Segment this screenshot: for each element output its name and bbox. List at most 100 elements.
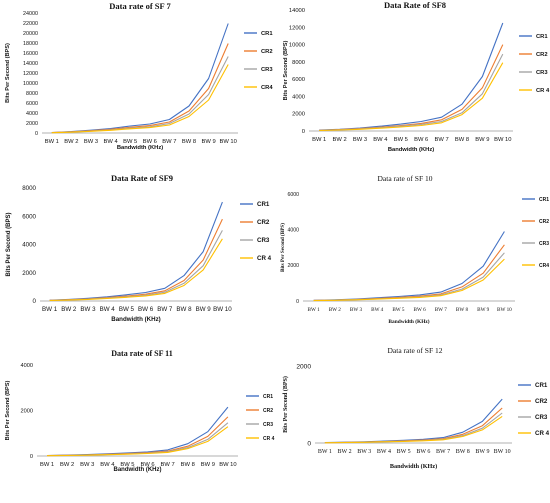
sf8-x-tick-label: BW 7 xyxy=(435,137,449,143)
sf7-x-tick-label: BW 7 xyxy=(162,139,176,145)
sf8-x-tick-label: BW 6 xyxy=(414,137,428,143)
sf11-legend-label: CR3 xyxy=(263,422,273,428)
sf9-x-tick-label: BW 10 xyxy=(213,306,232,313)
sf12-y-tick-label: 2000 xyxy=(296,363,311,370)
sf8-y-tick-label: 14000 xyxy=(289,8,305,14)
sf9-legend-label: CR2 xyxy=(257,219,270,226)
sf11-y-axis-label: Bits Per Second (BPS) xyxy=(5,381,11,441)
sf10-x-tick-label: BW 8 xyxy=(456,307,469,313)
sf9-x-tick-label: BW 6 xyxy=(138,306,154,313)
sf8-x-tick-label: BW 9 xyxy=(475,137,489,143)
sf9-x-tick-label: BW 7 xyxy=(157,306,173,313)
sf10-x-tick-label: BW 5 xyxy=(392,307,405,313)
sf11-legend-label: CR 4 xyxy=(263,436,275,442)
sf10-legend-label: CR3 xyxy=(539,241,549,247)
sf12-x-tick-label: BW 8 xyxy=(456,449,470,455)
sf12-x-tick-label: BW 9 xyxy=(475,449,489,455)
sf12-x-tick-label: BW 6 xyxy=(416,449,430,455)
sf11-x-tick-label: BW 8 xyxy=(181,462,195,468)
sf11-legend-label: CR2 xyxy=(263,408,273,414)
sf12-series-1-line xyxy=(324,398,503,444)
sf9-series-4-line xyxy=(49,238,223,302)
sf7-x-tick-label: BW 5 xyxy=(123,139,137,145)
sf11-x-tick-label: BW 3 xyxy=(80,462,94,468)
sf8-x-tick-label: BW 8 xyxy=(455,137,469,143)
sf10-x-tick-label: BW 9 xyxy=(477,307,490,313)
sf11-x-tick-label: BW 9 xyxy=(201,462,215,468)
sf12-title: Data rate of SF 12 xyxy=(388,346,443,355)
sf9-x-tick-label: BW 8 xyxy=(176,306,192,313)
sf10-y-axis-label: Bits Per Second (BPS) xyxy=(279,223,286,272)
sf7-y-tick-label: 4000 xyxy=(26,111,38,117)
sf7-series-3-line xyxy=(51,56,229,134)
sf8-x-tick-label: BW 1 xyxy=(312,137,326,143)
sf7-y-tick-label: 10000 xyxy=(23,81,38,87)
sf11-x-axis-label: Bandwidth (KHz) xyxy=(114,467,162,473)
sf8-legend-label: CR3 xyxy=(536,70,548,76)
sf7-legend-label: CR4 xyxy=(261,85,273,91)
chart-sf11: Data rate of SF 11 0 2000 4000 BW 1 BW 2 BW 3 B… xyxy=(0,340,275,503)
sf12-x-axis-label: Bandwidth (KHz) xyxy=(390,463,437,470)
sf7-x-tick-label: BW 8 xyxy=(182,139,196,145)
sf7-x-tick-label: BW 6 xyxy=(143,139,157,145)
sf10-x-tick-label: BW 7 xyxy=(435,307,448,313)
sf7-y-tick-label: 22000 xyxy=(23,21,38,27)
sf9-y-tick-label: 0 xyxy=(33,298,37,305)
sf9-y-tick-label: 6000 xyxy=(22,213,36,220)
sf11-series-1-line xyxy=(46,406,229,457)
sf11-y-tick-label: 0 xyxy=(30,454,33,460)
sf9-y-axis-label: Bits Per Second (BPS) xyxy=(6,212,12,276)
sf9-y-tick-label: 4000 xyxy=(22,242,36,249)
sf9-y-tick-label: 8000 xyxy=(22,185,36,192)
sf10-title: Data rate of SF 10 xyxy=(378,174,433,183)
sf12-series-4-line xyxy=(324,415,503,444)
sf11-x-tick-label: BW 1 xyxy=(40,462,54,468)
chart-sf8: Data Rate of SF8 0 2000 4000 6000 8000 10000 12… xyxy=(275,0,550,163)
sf12-x-tick-label: BW 4 xyxy=(377,449,391,455)
chart-sf7-svg: Data rate of SF 7 0 2000 4000 6000 8000 10000 1… xyxy=(5,1,273,151)
sf8-y-tick-label: 8000 xyxy=(292,60,305,66)
sf12-series-3-line xyxy=(324,412,503,444)
sf12-legend-label: CR 4 xyxy=(535,430,550,437)
sf7-x-tick-label: BW 2 xyxy=(64,139,78,145)
sf9-series-1-line xyxy=(49,201,223,301)
sf10-legend-label: CR2 xyxy=(539,219,549,225)
sf7-x-tick-label: BW 3 xyxy=(84,139,98,145)
sf9-legend-label: CR3 xyxy=(257,237,270,244)
sf7-y-tick-label: 12000 xyxy=(23,71,38,77)
sf9-title: Data Rate of SF9 xyxy=(111,173,173,183)
sf12-legend-label: CR1 xyxy=(535,382,548,389)
sf12-x-tick-label: BW 5 xyxy=(397,449,411,455)
sf12-x-tick-label: BW 2 xyxy=(338,449,352,455)
chart-sf7: Data rate of SF 7 0 2000 4000 6000 8000 10000 1… xyxy=(0,0,275,163)
sf10-x-tick-label: BW 3 xyxy=(350,307,363,313)
sf7-y-tick-label: 24000 xyxy=(23,11,38,17)
sf8-x-tick-label: BW 5 xyxy=(394,137,408,143)
sf8-x-tick-label: BW 4 xyxy=(373,137,388,143)
sf11-x-tick-label: BW 7 xyxy=(161,462,175,468)
sf7-title: Data rate of SF 7 xyxy=(109,1,171,11)
sf7-legend-label: CR1 xyxy=(261,31,273,37)
sf11-title: Data rate of SF 11 xyxy=(111,349,172,358)
sf10-x-tick-label: BW 6 xyxy=(414,307,427,313)
chart-sf8-svg: Data Rate of SF8 0 2000 4000 6000 8000 10000 12… xyxy=(283,0,550,153)
sf11-y-tick-label: 4000 xyxy=(21,363,33,369)
sf7-legend-label: CR3 xyxy=(261,67,273,73)
sf9-series-3-line xyxy=(49,230,223,301)
sf12-legend-label: CR2 xyxy=(535,398,548,405)
sf8-x-tick-label: BW 10 xyxy=(494,137,511,143)
sf7-series-4-line xyxy=(51,64,229,134)
sf9-x-axis-label: Bandwidth (KHz) xyxy=(111,316,161,323)
sf7-y-tick-label: 0 xyxy=(35,131,38,137)
sf8-series-1-line xyxy=(319,22,504,131)
sf12-y-tick-label: 0 xyxy=(307,440,311,447)
sf8-y-tick-label: 6000 xyxy=(292,77,305,83)
sf11-legend-label: CR1 xyxy=(263,394,273,400)
sf9-x-tick-label: BW 9 xyxy=(196,306,212,313)
sf12-x-tick-label: BW 10 xyxy=(494,449,511,455)
sf12-legend-label: CR3 xyxy=(535,414,548,421)
sf10-y-tick-label: 0 xyxy=(296,299,299,305)
sf7-x-tick-label: BW 9 xyxy=(202,139,216,145)
sf10-series-1-line xyxy=(313,231,505,301)
